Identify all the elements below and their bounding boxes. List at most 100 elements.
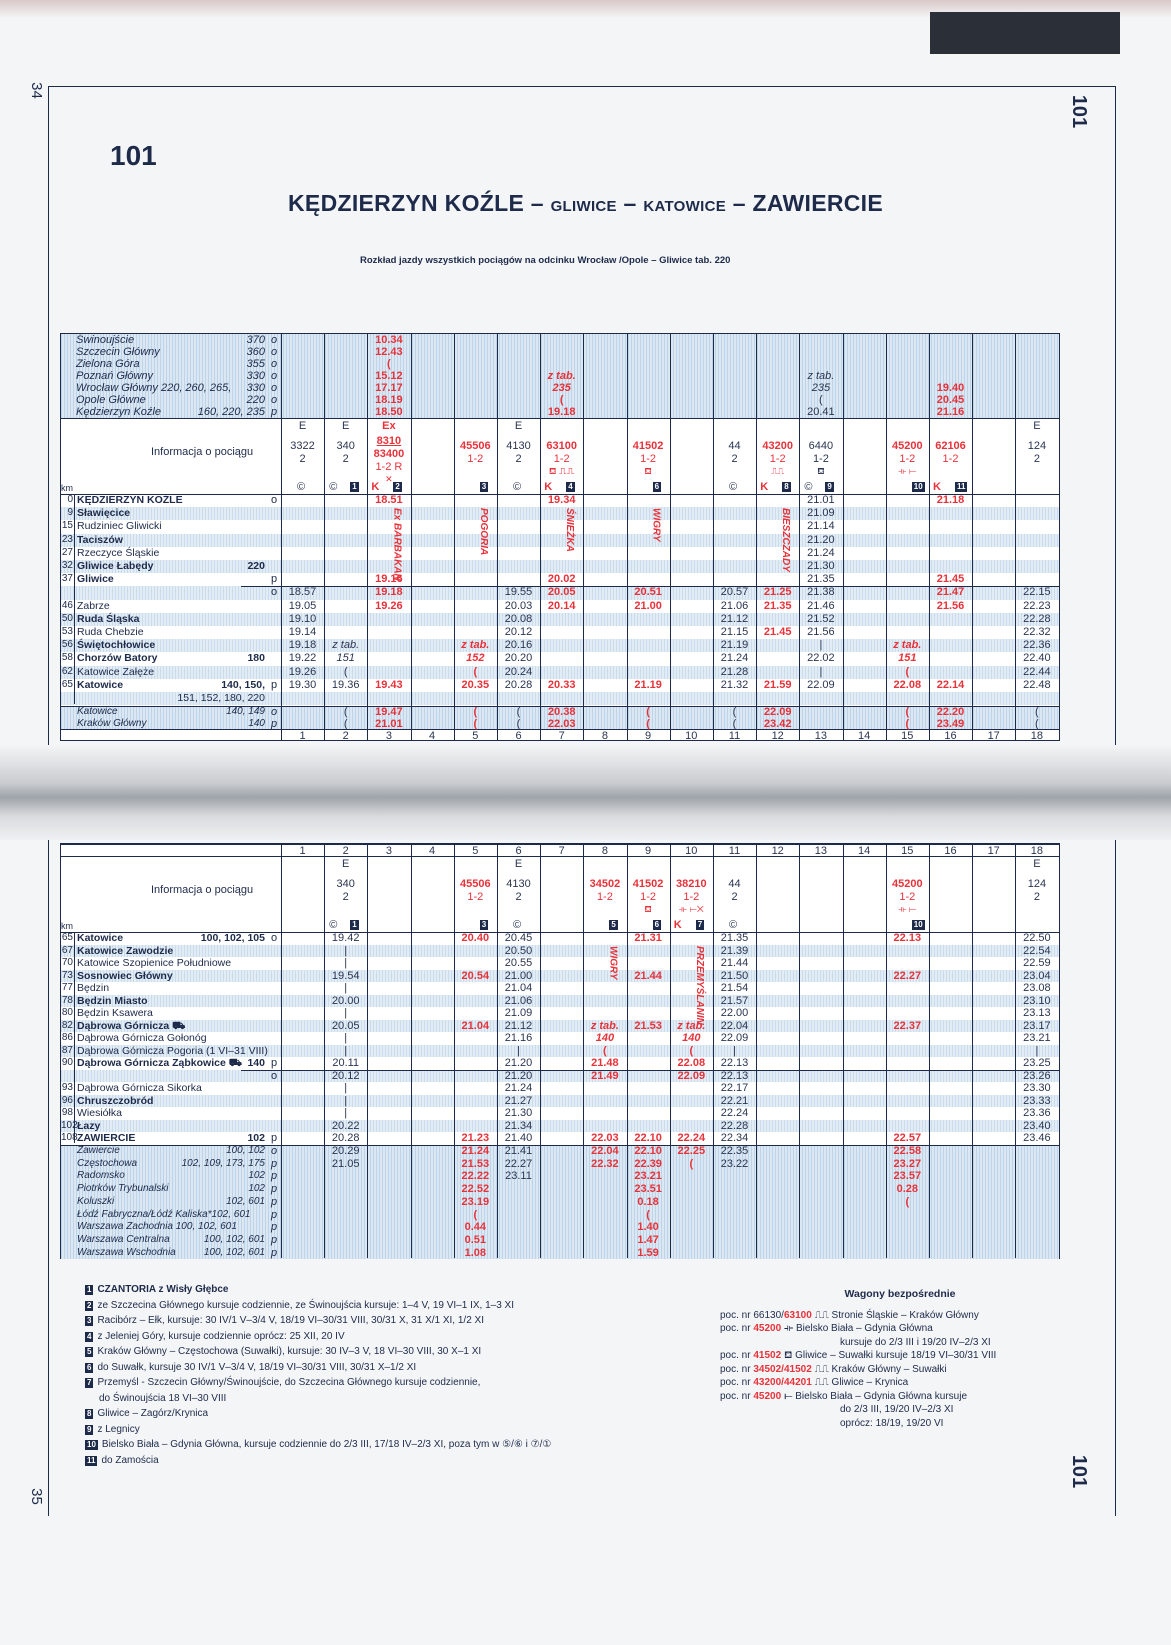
column-divider bbox=[583, 844, 585, 1258]
reservation-symbol: © bbox=[329, 919, 338, 931]
column-number: 13 bbox=[814, 845, 828, 857]
amenities-icon: ⟛ ⟝ bbox=[898, 904, 917, 914]
station-name: Dąbrowa Górnicza Sikorka bbox=[77, 1082, 202, 1094]
column-number: 16 bbox=[944, 730, 957, 742]
train-category: E bbox=[514, 420, 523, 432]
onward-time: 23.49 bbox=[936, 717, 965, 730]
station-km: 73 bbox=[61, 969, 73, 981]
departure-time: 21.34 bbox=[504, 1119, 533, 1132]
footnote-item: 3 Racibórz – Ełk, kursuje: 30 IV/1 V–3/4 … bbox=[85, 1313, 725, 1329]
row-stripe bbox=[61, 507, 1059, 521]
train-number: 6440 bbox=[808, 440, 834, 452]
column-number: 6 bbox=[515, 730, 522, 742]
footnote-item: 5 Kraków Główny – Częstochowa (Suwałki), … bbox=[85, 1344, 725, 1360]
station-km: 58 bbox=[61, 652, 73, 664]
column-number: 14 bbox=[857, 730, 871, 742]
footnote-item: 2 ze Szczecina Głównego kursuje codzienni… bbox=[85, 1298, 725, 1314]
reservation-symbol: © bbox=[729, 919, 738, 931]
departure-time: 20.35 bbox=[461, 678, 490, 691]
departure-time: 21.32 bbox=[720, 678, 749, 691]
station-name: Gliwice Łabędy bbox=[77, 560, 154, 572]
station-km: 27 bbox=[61, 546, 73, 558]
onward-station: Radomsko bbox=[77, 1170, 125, 1182]
feeder-time: 235 bbox=[552, 382, 571, 394]
column-number: 10 bbox=[685, 730, 698, 742]
departure-time: 19.36 bbox=[331, 678, 360, 691]
departure-time: 23.13 bbox=[1023, 1007, 1051, 1019]
departure-time: 20.24 bbox=[504, 665, 533, 678]
train-class: 1-2 bbox=[899, 891, 916, 903]
column-number: 18 bbox=[1030, 730, 1044, 742]
onward-time: ( bbox=[646, 1208, 650, 1221]
train-number: 4130 bbox=[506, 440, 531, 452]
column-number: 15 bbox=[901, 730, 914, 742]
column-divider bbox=[1015, 334, 1017, 740]
column-number: 5 bbox=[472, 730, 479, 742]
train-class: 2 bbox=[342, 453, 349, 465]
departure-time: 21.06 bbox=[720, 599, 749, 612]
onward-time: ( bbox=[1035, 706, 1039, 718]
column-divider bbox=[972, 334, 974, 740]
column-number: 7 bbox=[558, 845, 565, 857]
station-name: Chruszczobród bbox=[77, 1094, 154, 1107]
info-label: Informacja o pociągu bbox=[151, 446, 254, 458]
departure-time: 21.24 bbox=[720, 652, 749, 665]
departure-time: 22.14 bbox=[936, 678, 965, 691]
departure-time: 20.02 bbox=[547, 573, 576, 586]
station-mark: p bbox=[271, 678, 278, 691]
onward-mark: o bbox=[271, 1145, 278, 1157]
feeder-time: 18.19 bbox=[375, 394, 403, 406]
car-type-icon: ⟝ bbox=[784, 1390, 793, 1402]
onward-ref: 100, 102 bbox=[226, 1145, 265, 1156]
departure-time: 22.44 bbox=[1023, 665, 1051, 678]
column-divider bbox=[453, 844, 455, 1258]
train-class: 1-2 bbox=[467, 453, 484, 465]
departure-time: 21.44 bbox=[634, 969, 662, 982]
feeder-mark: o bbox=[271, 394, 278, 406]
onward-time: 22.03 bbox=[547, 717, 576, 730]
column-number: 1 bbox=[299, 730, 306, 742]
departure-time: 20.12 bbox=[331, 1069, 360, 1082]
departure-time: 20.00 bbox=[331, 994, 360, 1007]
column-number: 1 bbox=[299, 845, 306, 857]
departure-time: 23.26 bbox=[1023, 1069, 1051, 1082]
departure-time: 20.40 bbox=[461, 932, 490, 944]
column-number: 17 bbox=[987, 845, 1000, 857]
row-stripe bbox=[61, 1119, 1059, 1132]
departure-time: 152 bbox=[466, 652, 485, 665]
amenities-icon: ⛾ bbox=[817, 466, 825, 476]
train-number: 124 bbox=[1027, 440, 1047, 452]
onward-time: ( bbox=[1035, 717, 1039, 730]
departure-time: 21.45 bbox=[936, 573, 965, 586]
row-stripe bbox=[61, 944, 1059, 957]
departure-time: 20.03 bbox=[504, 599, 533, 612]
onward-mark: p bbox=[271, 1221, 278, 1234]
train-class: 1-2 bbox=[640, 453, 657, 465]
onward-station: Katowice bbox=[77, 706, 118, 717]
feeder-ref: 160, 220, 235 bbox=[197, 406, 265, 418]
station-km: 78 bbox=[61, 994, 73, 1006]
station-name: Katowice bbox=[77, 678, 124, 691]
info-label: Informacja o pociągu bbox=[151, 884, 254, 896]
departure-time: 22.03 bbox=[591, 1132, 619, 1144]
station-mark: o bbox=[271, 932, 278, 944]
feeder-time: 18.50 bbox=[375, 406, 403, 418]
departure-time: 21.04 bbox=[461, 1019, 490, 1032]
departure-time: 21.19 bbox=[720, 639, 749, 652]
onward-time: 1.08 bbox=[464, 1246, 486, 1259]
side-table-label-bottom: 101 bbox=[1068, 1454, 1091, 1489]
reservation-symbol: © bbox=[804, 481, 813, 493]
departure-time: 21.00 bbox=[504, 969, 533, 982]
column-number: 14 bbox=[857, 845, 871, 857]
departure-time: ( bbox=[689, 1044, 694, 1057]
onward-ref: 140, 149 bbox=[226, 706, 265, 717]
column-divider bbox=[583, 334, 585, 740]
station-km: 86 bbox=[61, 1032, 73, 1043]
through-car-train: 66130/ bbox=[753, 1309, 784, 1321]
footnote-number: 10 bbox=[85, 1440, 98, 1450]
departure-time: 140 bbox=[682, 1032, 701, 1044]
footnote-text: z Legnicy bbox=[97, 1423, 140, 1435]
station-name: Katowice Zawodzie bbox=[77, 944, 174, 957]
departure-time: 21.16 bbox=[504, 1032, 533, 1044]
through-car-continuation: kursuje do 2/3 III i 19/20 IV–2/3 XI bbox=[840, 1336, 991, 1348]
